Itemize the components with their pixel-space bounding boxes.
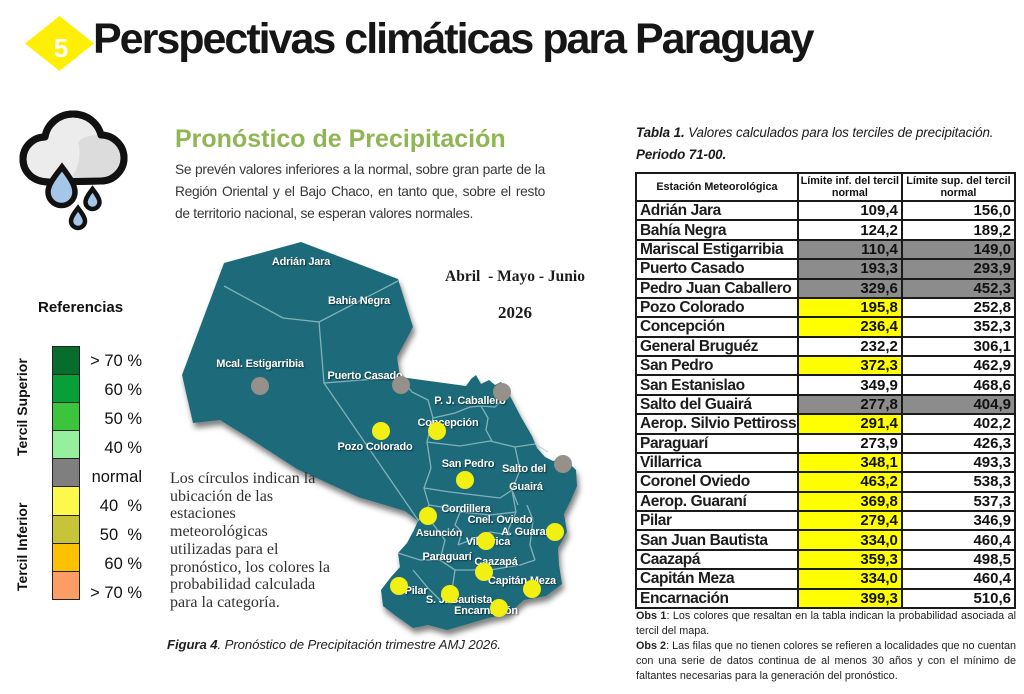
svg-text:Bahía Negra: Bahía Negra: [328, 295, 391, 307]
svg-text:Encarnación: Encarnación: [454, 605, 518, 617]
svg-text:A. Guaraní: A. Guaraní: [501, 526, 556, 538]
svg-text:San Pedro: San Pedro: [442, 458, 495, 470]
svg-text:Guairá: Guairá: [509, 481, 544, 493]
svg-text:Adrián Jara: Adrián Jara: [272, 256, 331, 268]
svg-text:Cnel. Oviedo: Cnel. Oviedo: [468, 514, 533, 526]
svg-text:Salto del: Salto del: [502, 463, 546, 475]
svg-text:Concepción: Concepción: [418, 417, 479, 429]
svg-text:Asunción: Asunción: [416, 527, 462, 539]
svg-text:Pilar: Pilar: [405, 585, 429, 597]
svg-text:Capitán Meza: Capitán Meza: [488, 575, 557, 587]
svg-text:P. J. Caballero: P. J. Caballero: [434, 395, 506, 407]
svg-text:Puerto Casado: Puerto Casado: [327, 370, 403, 382]
svg-text:Paraguarí: Paraguarí: [423, 551, 473, 563]
svg-text:Mcal. Estigarribia: Mcal. Estigarribia: [216, 358, 305, 370]
svg-text:Pozo Colorado: Pozo Colorado: [337, 441, 412, 453]
svg-text:Cordillera: Cordillera: [441, 503, 491, 515]
